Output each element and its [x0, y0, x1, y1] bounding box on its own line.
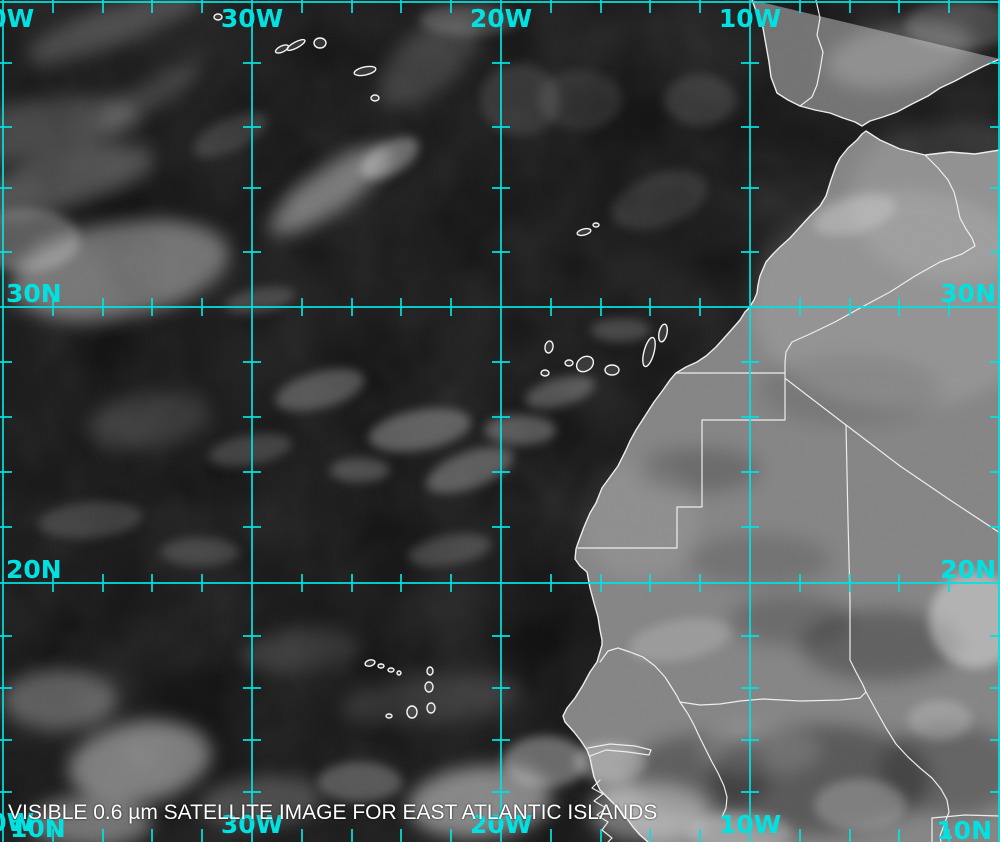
canary-island [544, 340, 554, 354]
country-border [587, 743, 652, 757]
capeverde-island [364, 659, 376, 667]
capeverde-island [426, 702, 436, 714]
iberia-coastline [751, 0, 1000, 127]
azores-island [370, 94, 380, 102]
canary-island [642, 336, 656, 368]
country-border [591, 779, 613, 842]
coastline-layer [213, 0, 1000, 842]
country-border [577, 372, 786, 549]
grid-label-20N: 20N [6, 555, 62, 584]
capeverde-island [387, 667, 395, 673]
grid-label-10N: 10N [10, 814, 66, 842]
africa-coastline [562, 130, 1000, 842]
azores-island [213, 13, 223, 21]
country-border [599, 647, 681, 703]
grid-label-30W: 30W [221, 810, 283, 839]
grid-label-30W: 30W [221, 4, 283, 33]
capeverde-island [424, 681, 434, 693]
country-border [865, 691, 950, 842]
title-line-product: VISIBLE 0.6 µm SATELLITE IMAGE FOR EAST … [8, 801, 658, 824]
country-border [679, 424, 867, 706]
madeira-island [592, 222, 600, 228]
grid-label-10W: 10W [719, 810, 781, 839]
country-border [785, 378, 1000, 534]
azores-island [353, 65, 377, 77]
grid-label-10N: 10N [936, 816, 992, 842]
capeverde-island [406, 705, 418, 719]
graticule-labels: 40W30W20W10W30N30N20N20N40W10N30W20W10W1… [0, 4, 996, 842]
grid-label-30N: 30N [940, 279, 996, 308]
country-border [799, 0, 824, 107]
country-border [784, 154, 976, 374]
canary-island [575, 355, 595, 373]
canary-island [564, 359, 574, 367]
grid-label-40W: 40W [0, 4, 34, 33]
canary-island [540, 369, 550, 377]
grid-label-20N: 20N [940, 555, 996, 584]
madeira-island [576, 227, 592, 237]
capeverde-island [385, 713, 393, 719]
country-border [679, 701, 728, 818]
grid-label-20W: 20W [470, 810, 532, 839]
canary-island [604, 364, 620, 376]
capeverde-island [377, 663, 385, 669]
grid-label-30N: 30N [6, 279, 62, 308]
grid-label-20W: 20W [470, 4, 532, 33]
capeverde-island [426, 666, 434, 676]
azores-island [286, 38, 306, 52]
canary-island [657, 323, 669, 343]
grid-label-40W: 40W [0, 808, 34, 837]
country-border [931, 814, 1000, 819]
grid-label-10W: 10W [719, 4, 781, 33]
azores-island [313, 37, 327, 49]
title-block: VISIBLE 0.6 µm SATELLITE IMAGE FOR EAST … [8, 754, 657, 842]
capeverde-island [396, 670, 402, 676]
